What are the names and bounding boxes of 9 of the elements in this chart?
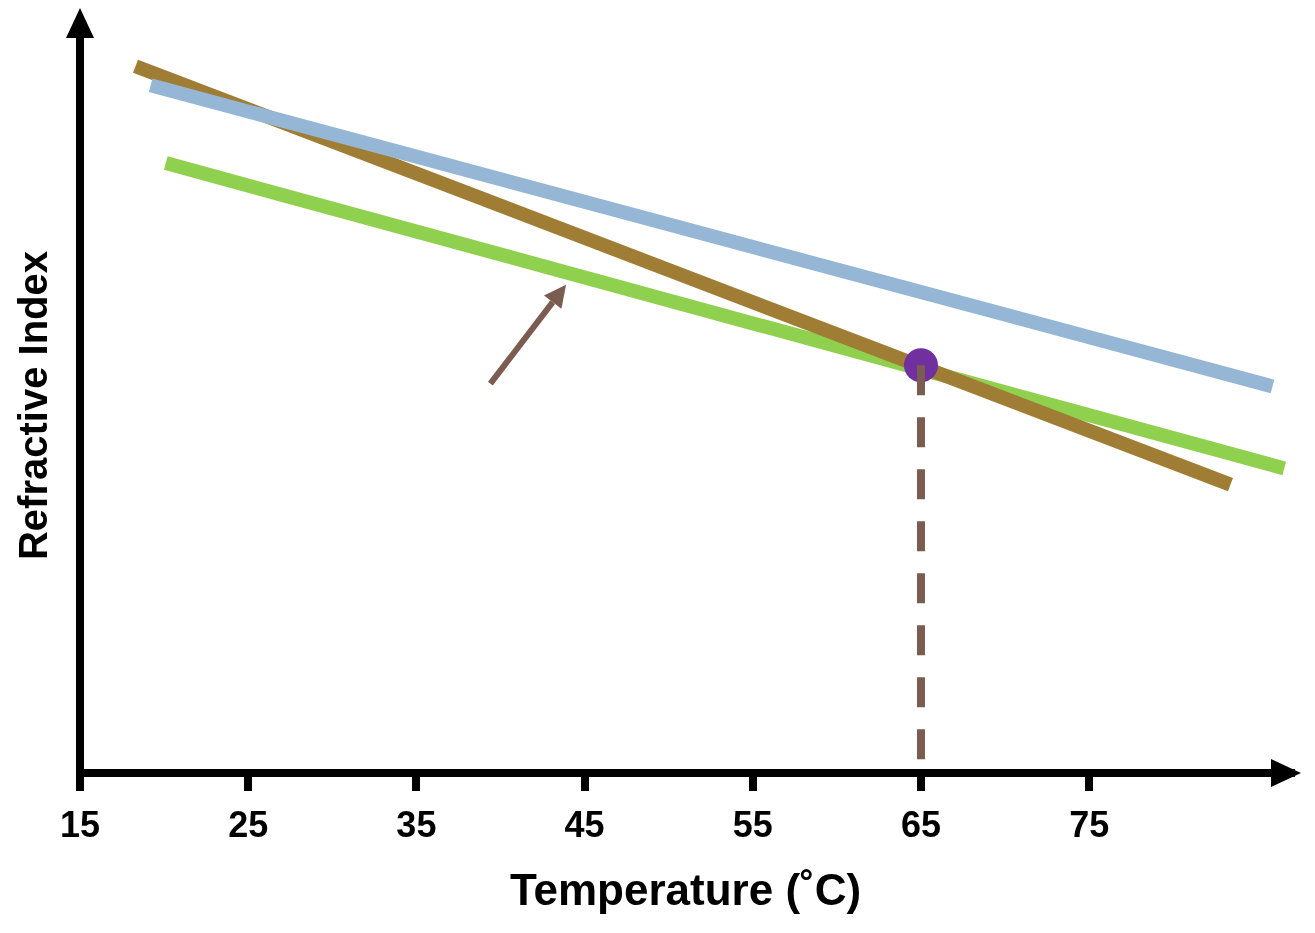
x-tick-label: 35 [396,803,437,845]
x-tick-label: 15 [59,803,101,845]
y-axis-title: Refractive Index [11,250,56,561]
x-axis-title: Temperature (˚C) [509,864,862,914]
x-tick-label: 45 [564,803,605,845]
x-tick-label: 25 [228,803,269,845]
x-tick-label: 55 [732,803,773,845]
x-tick-label: 65 [900,803,941,845]
x-tick-label: 75 [1069,803,1110,845]
